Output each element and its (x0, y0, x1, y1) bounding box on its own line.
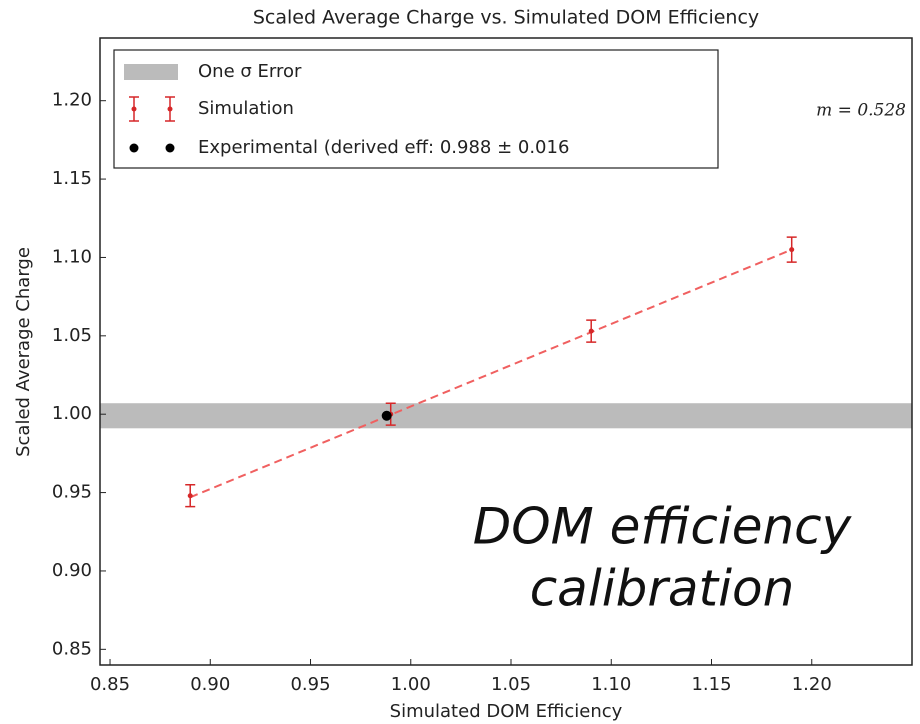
overlay-text: calibration (530, 560, 795, 618)
x-tick-label: 0.95 (290, 674, 330, 695)
y-tick-label: 1.15 (52, 168, 92, 189)
y-tick-label: 0.85 (52, 638, 92, 659)
y-axis-label: Scaled Average Charge (13, 247, 34, 457)
legend-swatch (129, 143, 139, 153)
legend-swatch (165, 143, 175, 153)
y-tick-label: 0.90 (52, 560, 92, 581)
legend-label: Simulation (198, 98, 294, 119)
error-band (100, 403, 912, 429)
x-tick-label: 1.15 (691, 674, 731, 695)
y-tick-label: 1.05 (52, 325, 92, 346)
y-tick-label: 1.20 (52, 90, 92, 111)
x-axis-label: Simulated DOM Efficiency (390, 701, 623, 722)
plot-frame (99, 37, 913, 666)
legend-swatch (167, 106, 173, 112)
y-tick-label: 0.95 (52, 482, 92, 503)
legend-swatch (124, 64, 178, 80)
data-point (588, 328, 594, 334)
x-tick-label: 1.20 (792, 674, 832, 695)
annotation: m = 0.528 (816, 101, 906, 121)
legend-label: Experimental (derived eff: 0.988 ± 0.016 (198, 137, 569, 158)
data-point (187, 493, 193, 499)
y-tick-label: 1.10 (52, 246, 92, 267)
overlay-text: DOM efficiency (473, 498, 853, 556)
fit-line (189, 248, 793, 499)
legend-swatch (131, 106, 137, 112)
x-tick-label: 1.05 (491, 674, 531, 695)
legend-box (113, 49, 719, 169)
x-tick-label: 0.90 (190, 674, 230, 695)
x-tick-label: 1.10 (591, 674, 631, 695)
data-point (789, 247, 795, 253)
y-tick-label: 1.00 (52, 403, 92, 424)
chart-title: Scaled Average Charge vs. Simulated DOM … (253, 7, 759, 29)
legend-label: One σ Error (198, 61, 302, 82)
x-tick-label: 1.00 (391, 674, 431, 695)
x-tick-label: 0.85 (90, 674, 130, 695)
data-point (381, 410, 392, 421)
